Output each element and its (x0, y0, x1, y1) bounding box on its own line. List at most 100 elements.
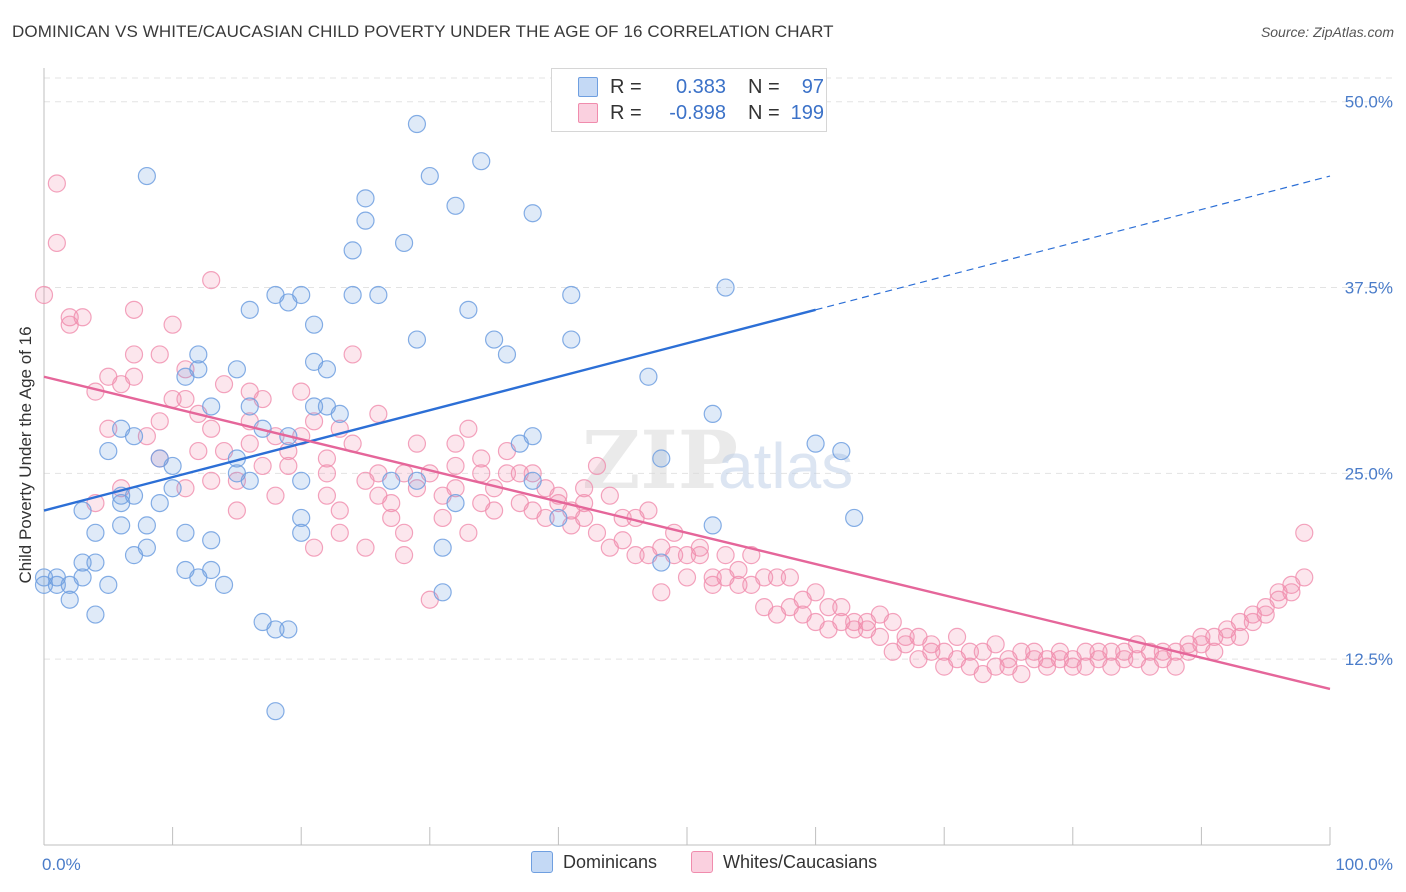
whites-legend-swatch (691, 851, 714, 873)
white-caucasian-point (652, 583, 671, 602)
dominican-point (523, 471, 542, 490)
dominican-point (214, 575, 234, 594)
dominican-point (407, 471, 427, 490)
white-caucasian-point (523, 464, 542, 483)
dominican-point (189, 345, 208, 364)
dominican-point (523, 204, 542, 223)
white-caucasian-point (1205, 642, 1224, 661)
white-caucasian-point (536, 508, 555, 528)
white-caucasian-point (150, 412, 169, 431)
dominican-point (292, 285, 311, 305)
dominican-point (240, 471, 259, 490)
dominican-point (176, 523, 195, 542)
legend-n-label: N = (748, 101, 780, 124)
white-caucasian-point (587, 523, 607, 542)
dominican-point (832, 441, 851, 461)
white-caucasian-point (716, 546, 735, 565)
legend-n-value: 199 (790, 101, 824, 124)
chart-title: DOMINICAN VS WHITE/CAUCASIAN CHILD POVER… (12, 22, 834, 41)
dominican-point (652, 449, 671, 468)
white-caucasian-point (922, 642, 941, 661)
white-caucasian-point (382, 493, 401, 513)
white-caucasian-point (575, 508, 594, 528)
white-caucasian-point (1166, 657, 1185, 676)
dominican-point (137, 538, 156, 557)
dominican-point (806, 434, 825, 453)
dominican-point (99, 441, 118, 461)
y-tick-label: 25.0% (1345, 464, 1393, 483)
x-tick-label: 0.0% (42, 855, 81, 874)
white-caucasian-point (304, 412, 324, 431)
legend-r-label: R = (610, 101, 642, 124)
legend-row-dominicans: R = 0.383 N = 97 (578, 76, 846, 98)
white-caucasian-point (60, 308, 79, 327)
white-caucasian-point (189, 441, 208, 461)
legend-r-value: -0.898 (669, 101, 726, 124)
y-tick-label: 12.5% (1345, 650, 1393, 669)
white-caucasian-point (433, 508, 452, 528)
white-caucasian-point (124, 367, 144, 386)
white-caucasian-point (317, 449, 337, 468)
white-caucasian-point (292, 382, 311, 401)
dominican-point (562, 285, 581, 305)
white-caucasian-point (690, 546, 709, 565)
white-caucasian-point (279, 456, 298, 476)
white-caucasian-point (34, 285, 54, 305)
dominican-point (330, 404, 349, 424)
legend-r-value: 0.383 (675, 75, 726, 98)
dominican-point (99, 575, 118, 594)
white-caucasian-point (703, 568, 722, 587)
dominican-point (446, 196, 465, 215)
white-caucasian-point (73, 308, 92, 327)
dominican-point (343, 285, 362, 305)
white-caucasian-point (742, 546, 761, 565)
dominican-point (420, 166, 439, 186)
white-caucasian-point (780, 568, 799, 587)
dominican-point (86, 605, 105, 624)
dominican-point (446, 493, 465, 513)
watermark-atlas: atlas (718, 430, 853, 502)
dominican-point (433, 583, 452, 602)
dominican-point (369, 285, 388, 305)
white-caucasian-point (677, 568, 697, 587)
dominican-point (163, 456, 182, 476)
white-caucasian-point (137, 427, 156, 446)
dominican-point (292, 508, 311, 528)
white-caucasian-point (47, 233, 66, 253)
dominican-point (549, 508, 568, 528)
white-caucasian-point (124, 345, 144, 364)
white-caucasian-point (459, 523, 478, 542)
dominican-point (523, 427, 542, 446)
dominican-point (73, 553, 92, 572)
white-caucasian-point (266, 486, 285, 505)
white-caucasian-point (1063, 657, 1082, 676)
white-caucasian-point (1256, 605, 1275, 624)
white-caucasian-point (870, 627, 890, 646)
dominican-point (292, 471, 311, 490)
dominican-point (639, 367, 658, 386)
dominican-point (497, 345, 517, 364)
white-caucasian-point (729, 560, 748, 580)
source-note: Source: ZipAtlas.com (1260, 24, 1394, 40)
white-caucasian-point (639, 501, 658, 520)
white-caucasian-point (407, 434, 427, 453)
white-caucasian-point (947, 627, 967, 646)
white-caucasian-point (1192, 627, 1211, 646)
dominican-point (703, 516, 722, 535)
dominican-point (124, 427, 144, 446)
white-caucasian-point (394, 546, 414, 565)
white-caucasian-point (575, 479, 594, 498)
white-caucasian-point (330, 523, 349, 542)
white-caucasian-point (986, 635, 1005, 654)
white-caucasian-point (1295, 568, 1314, 587)
dominican-point (163, 479, 182, 498)
dominican-point (137, 516, 156, 535)
dominican-point (407, 330, 427, 349)
dominican-point (73, 568, 92, 587)
dominican-point (459, 300, 478, 319)
dominican-point (292, 523, 311, 542)
dominican-point (317, 360, 337, 379)
white-caucasian-point (176, 389, 195, 409)
white-caucasian-point (176, 360, 195, 379)
white-caucasian-point (960, 642, 980, 661)
